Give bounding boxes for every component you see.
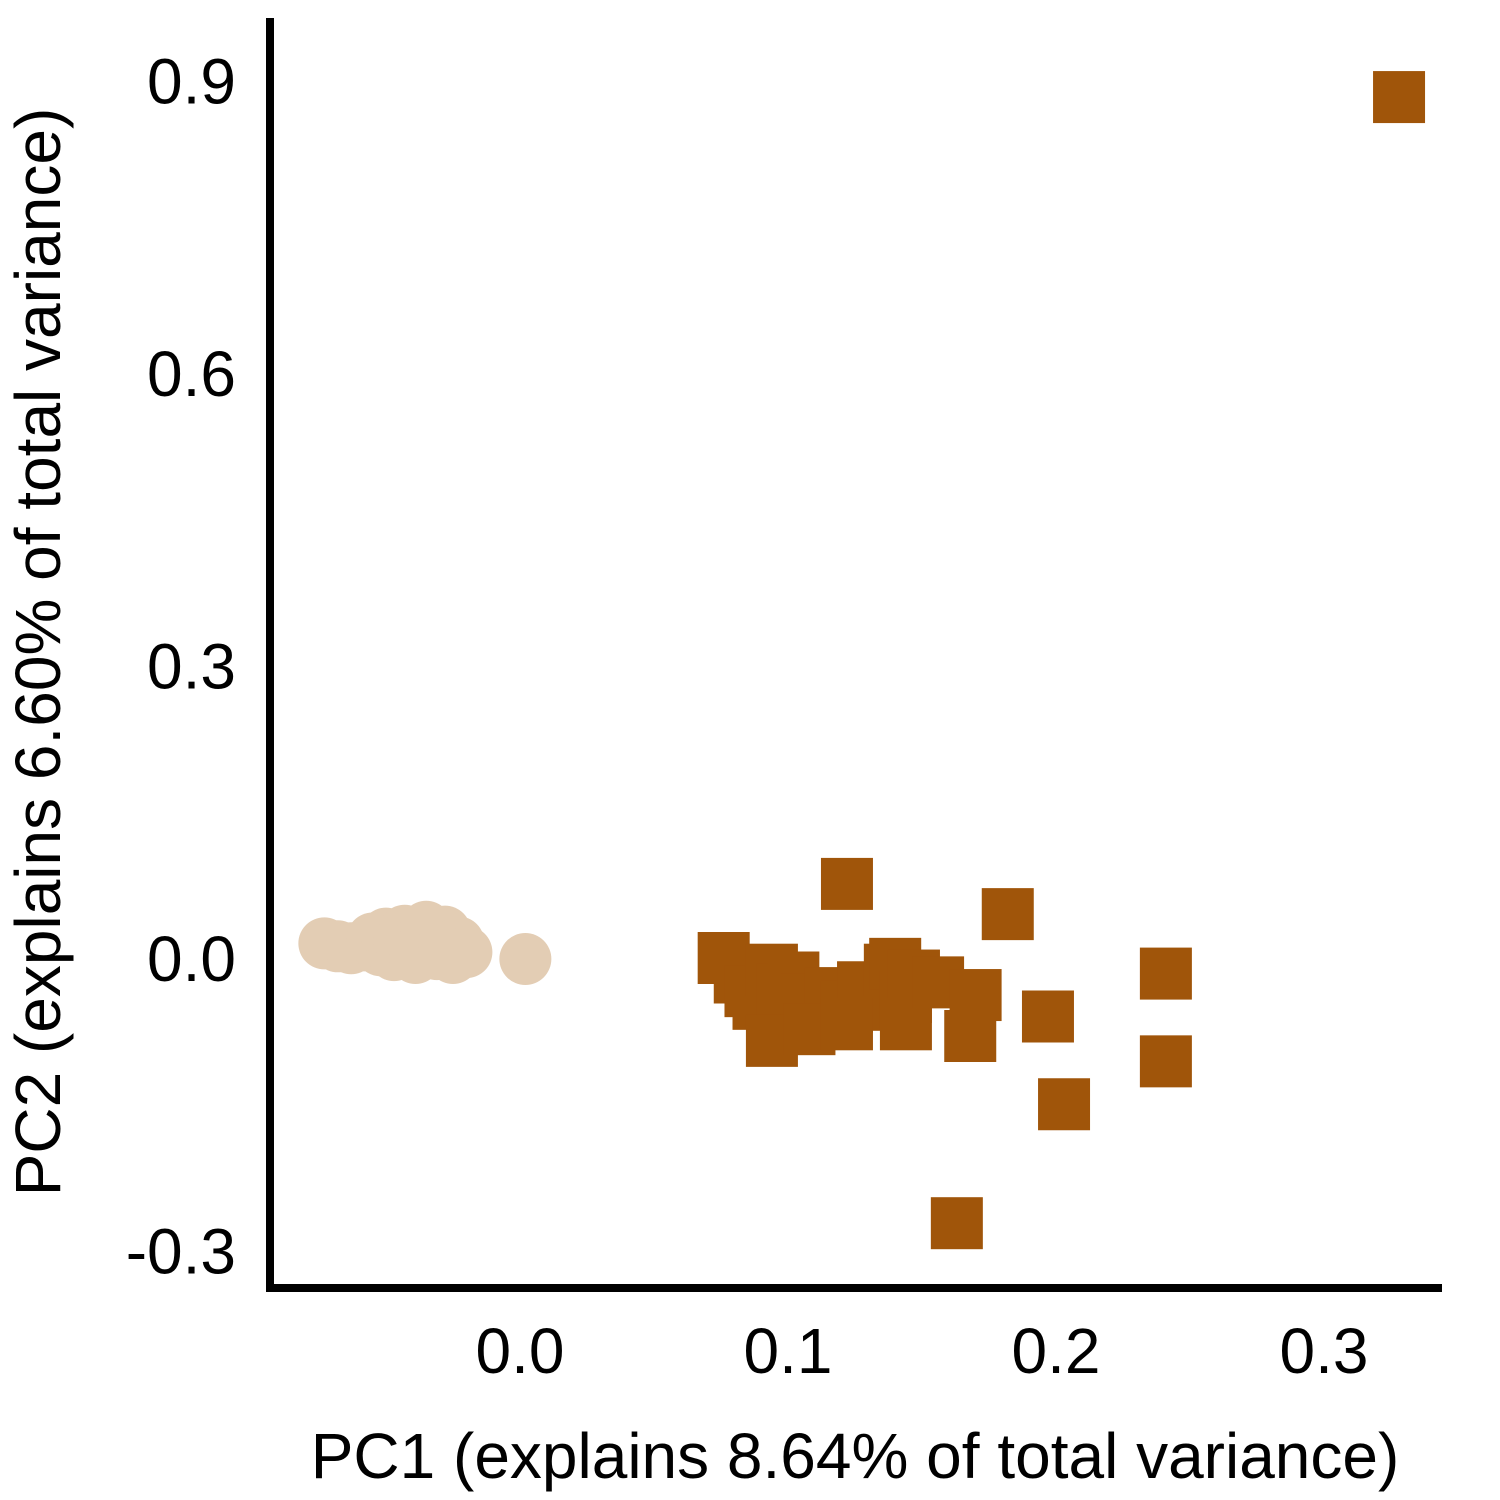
x-tick-label: 0.1 xyxy=(744,1315,833,1387)
data-points xyxy=(298,71,1426,1250)
y-tick-label: 0.9 xyxy=(147,46,236,118)
y-tick-label: -0.3 xyxy=(126,1216,236,1288)
square-point xyxy=(1021,990,1074,1043)
square-point xyxy=(820,857,873,910)
square-point xyxy=(944,1010,997,1062)
y-tick-labels: -0.3 0.0 0.3 0.6 0.9 xyxy=(126,46,236,1288)
square-point xyxy=(930,1197,983,1250)
square-point xyxy=(820,998,873,1051)
square-point xyxy=(1038,1078,1091,1131)
y-tick-label: 0.3 xyxy=(147,631,236,703)
circle-point xyxy=(440,926,493,979)
x-tick-label: 0.3 xyxy=(1280,1315,1369,1387)
square-point xyxy=(1139,947,1192,1000)
x-tick-label: 0.0 xyxy=(476,1315,565,1387)
y-tick-label: 0.0 xyxy=(147,923,236,995)
y-tick-label: 0.6 xyxy=(147,338,236,410)
square-point xyxy=(1373,71,1426,124)
circle-point xyxy=(499,932,552,985)
square-point xyxy=(1139,1035,1192,1088)
x-tick-label: 0.2 xyxy=(1012,1315,1101,1387)
x-axis-title: PC1 (explains 8.64% of total variance) xyxy=(311,1420,1400,1492)
y-axis-title: PC2 (explains 6.60% of total variance) xyxy=(2,108,74,1197)
x-tick-labels: 0.0 0.1 0.2 0.3 xyxy=(476,1315,1369,1387)
square-point xyxy=(981,888,1034,941)
